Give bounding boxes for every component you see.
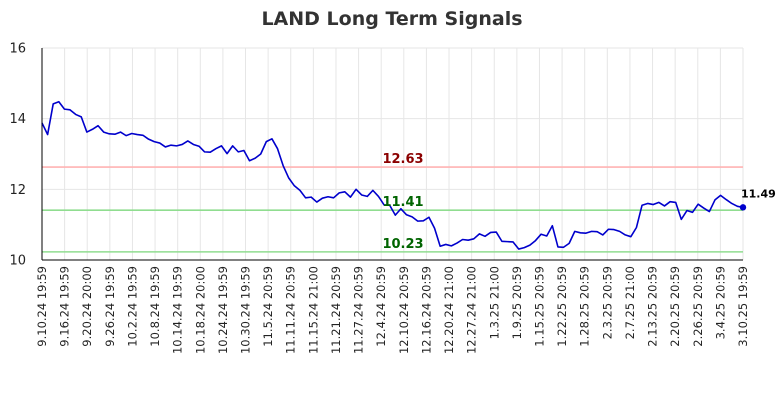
x-tick-label: 9.10.24 19:59 [35, 266, 49, 347]
x-tick-label: 10.8.24 19:59 [148, 266, 162, 347]
x-tick-label: 10.24.24 19:59 [216, 266, 230, 354]
x-tick-label: 1.3.25 21:00 [487, 266, 501, 339]
x-tick-label: 2.13.25 20:59 [646, 266, 660, 347]
x-tick-label: 3.10.25 19:59 [736, 266, 750, 347]
x-tick-label: 10.14.24 19:59 [171, 266, 185, 354]
x-tick-label: 11.11.24 20:59 [284, 266, 298, 354]
last-value-label: 11.49 [741, 187, 776, 200]
x-tick-label: 11.5.24 20:59 [261, 266, 275, 347]
y-tick-label: 12 [9, 183, 26, 198]
y-tick-label: 10 [9, 254, 26, 269]
chart-title: LAND Long Term Signals [261, 8, 522, 30]
x-tick-label: 12.27.24 21:00 [465, 266, 479, 354]
x-tick-label: 11.15.24 21:00 [306, 266, 320, 354]
reference-line-label: 10.23 [382, 237, 423, 252]
reference-line-label: 11.41 [382, 195, 423, 210]
x-tick-label: 9.20.24 20:00 [80, 266, 94, 347]
x-tick-label: 12.16.24 20:59 [419, 266, 433, 354]
x-tick-label: 1.15.25 20:59 [532, 266, 546, 347]
x-tick-label: 2.7.25 21:00 [623, 266, 637, 339]
x-tick-label: 2.20.25 20:59 [668, 266, 682, 347]
x-tick-label: 11.27.24 20:59 [352, 266, 366, 354]
series-layer [41, 100, 747, 250]
x-tick-label: 10.18.24 20:00 [193, 266, 207, 354]
reference-line-label: 12.63 [382, 152, 423, 167]
x-tick-label: 9.16.24 19:59 [58, 266, 72, 347]
axes [41, 48, 743, 261]
x-tick-label: 12.10.24 20:59 [397, 266, 411, 354]
x-tick-label: 12.20.24 21:00 [442, 266, 456, 354]
x-tick-label: 12.4.24 20:59 [374, 266, 388, 347]
last-point-marker [739, 204, 747, 211]
labels: 10 12 14 16 9.10.24 19:59 9.16.24 19:59 9.20.2… [9, 42, 775, 355]
x-tick-label: 11.21.24 20:59 [329, 266, 343, 354]
x-tick-label: 3.4.25 20:59 [713, 266, 727, 339]
series-line [41, 100, 744, 250]
x-tick-label: 2.26.25 20:59 [691, 266, 705, 347]
x-tick-label: 10.2.24 19:59 [125, 266, 139, 347]
y-tick-label: 14 [9, 112, 26, 127]
x-tick-label: 1.28.25 20:59 [578, 266, 592, 347]
y-tick-label: 16 [9, 42, 26, 57]
x-tick-label: 1.9.25 20:59 [510, 266, 524, 339]
x-tick-label: 2.3.25 20:59 [600, 266, 614, 339]
x-tick-label: 9.26.24 19:59 [103, 266, 117, 347]
x-tick-label: 10.30.24 19:59 [239, 266, 253, 354]
x-tick-label: 1.22.25 20:59 [555, 266, 569, 347]
